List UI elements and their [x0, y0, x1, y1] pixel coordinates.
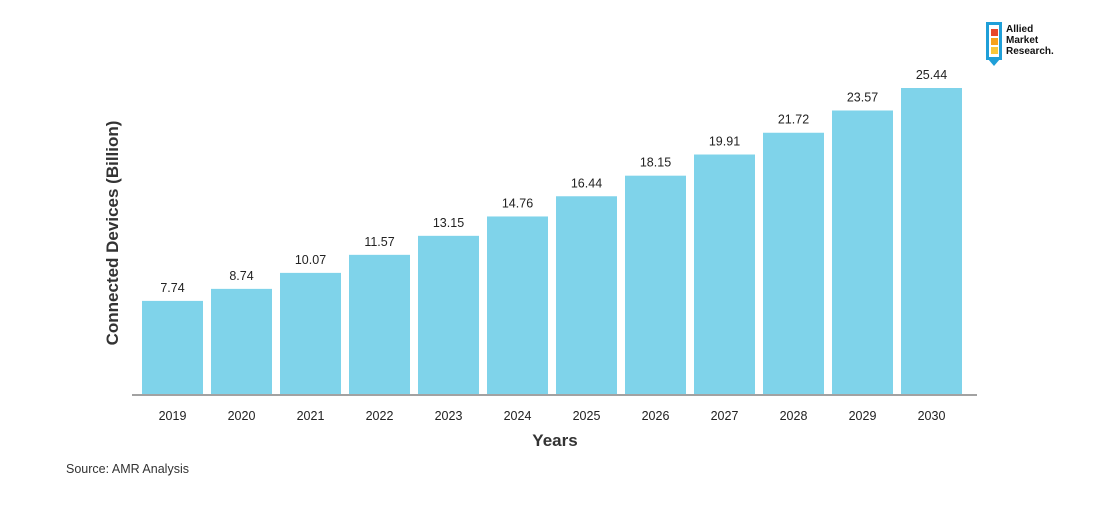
- bar-2027: [694, 154, 755, 394]
- logo-text: Allied Market Research.: [1006, 24, 1054, 57]
- bar-2025: [556, 196, 617, 394]
- value-label-2020: 8.74: [229, 269, 253, 283]
- x-tick-label-2020: 2020: [228, 409, 256, 423]
- logo-mark-icon: [986, 22, 1002, 60]
- value-label-2023: 13.15: [433, 216, 464, 230]
- x-tick-label-2026: 2026: [642, 409, 670, 423]
- bar-2021: [280, 272, 341, 394]
- value-label-2030: 25.44: [916, 68, 947, 82]
- value-label-2019: 7.74: [160, 281, 184, 295]
- source-note: Source: AMR Analysis: [66, 462, 189, 476]
- x-tick-label-2025: 2025: [573, 409, 601, 423]
- value-label-2021: 10.07: [295, 253, 326, 267]
- value-label-2026: 18.15: [640, 156, 671, 170]
- x-tick-label-2019: 2019: [159, 409, 187, 423]
- value-label-2025: 16.44: [571, 176, 602, 190]
- bar-2022: [349, 254, 410, 394]
- value-label-2028: 21.72: [778, 113, 809, 127]
- value-label-2029: 23.57: [847, 90, 878, 104]
- x-axis-title: Years: [532, 431, 577, 450]
- x-tick-label-2027: 2027: [711, 409, 739, 423]
- x-tick-label-2024: 2024: [504, 409, 532, 423]
- x-tick-label-2029: 2029: [849, 409, 877, 423]
- x-tick-label-2021: 2021: [297, 409, 325, 423]
- bar-2019: [142, 300, 203, 394]
- x-tick-label-2023: 2023: [435, 409, 463, 423]
- bar-2028: [763, 132, 824, 394]
- bar-2029: [832, 110, 893, 395]
- bar-2030: [901, 88, 962, 394]
- value-label-2027: 19.91: [709, 135, 740, 149]
- value-label-2022: 11.57: [364, 235, 394, 249]
- brand-logo: Allied Market Research.: [986, 22, 1076, 68]
- value-label-2024: 14.76: [502, 196, 533, 210]
- bar-2026: [625, 175, 686, 394]
- bar-2024: [487, 216, 548, 394]
- x-tick-label-2030: 2030: [918, 409, 946, 423]
- x-tick-label-2022: 2022: [366, 409, 394, 423]
- y-axis-title: Connected Devices (Billion): [103, 121, 122, 346]
- bar-2023: [418, 235, 479, 394]
- x-tick-label-2028: 2028: [780, 409, 808, 423]
- bar-2020: [211, 288, 272, 394]
